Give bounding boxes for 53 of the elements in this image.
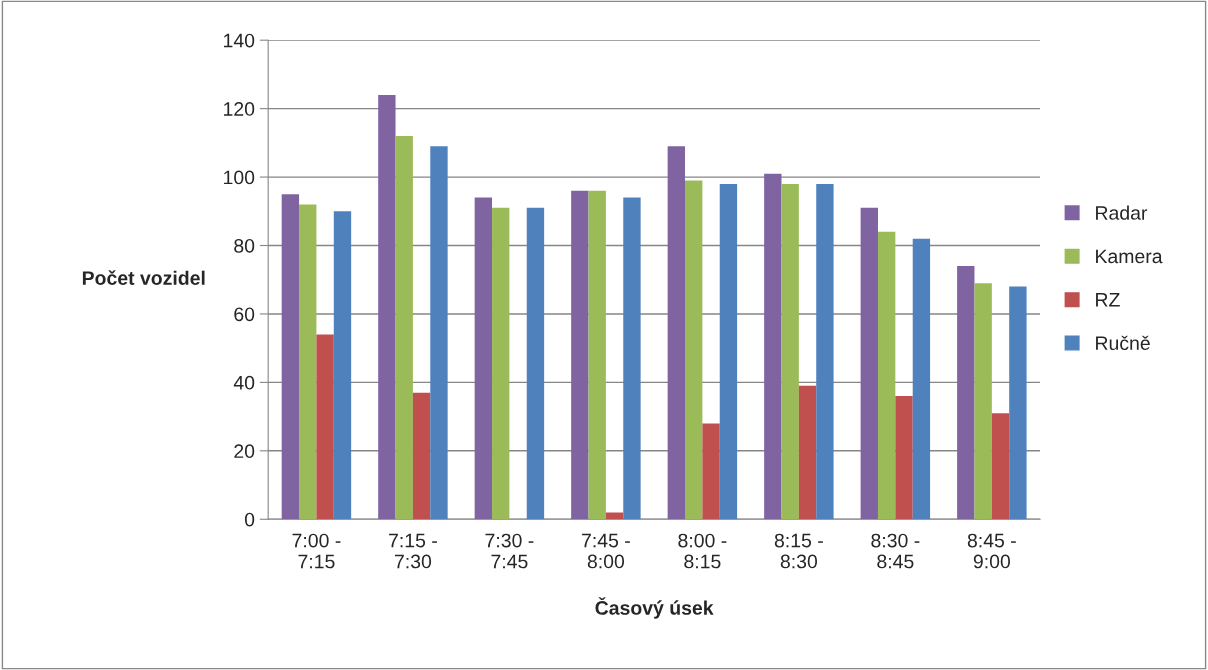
bar: [605, 512, 624, 520]
y-tick-label: 60: [234, 307, 255, 322]
bar: [957, 266, 975, 520]
y-tick-label: 0: [244, 512, 255, 527]
bar: [395, 136, 413, 520]
bar: [974, 283, 992, 520]
bar: [623, 197, 641, 520]
bar: [877, 231, 896, 520]
y-tick-label: 40: [233, 375, 255, 390]
x-tick-label: 7:30 - 7:45: [485, 533, 534, 569]
x-tick-label: 8:15 - 8:30: [774, 533, 823, 569]
bar: [316, 334, 334, 520]
bar: [526, 207, 545, 520]
bar: [816, 183, 834, 520]
y-axis-title: Počet vozidel: [82, 270, 205, 285]
y-tick-label: 140: [224, 33, 255, 48]
x-tick-label: 8:45 - 9:00: [967, 533, 1016, 569]
legend-label: Radar: [1096, 205, 1148, 220]
bar: [333, 211, 352, 520]
bar: [667, 146, 686, 520]
bar: [764, 173, 782, 520]
bar: [430, 146, 448, 520]
x-tick-label: 7:00 - 7:15: [292, 533, 341, 569]
x-axis-title: Časový úsek: [595, 597, 714, 619]
bar: [719, 183, 738, 520]
bar: [798, 385, 817, 520]
bar: [281, 194, 300, 520]
legend-label: Kamera: [1096, 249, 1163, 264]
bar: [588, 190, 606, 520]
bar: [1009, 286, 1027, 520]
bar: [299, 204, 317, 520]
bar: [912, 238, 931, 520]
bar: [412, 392, 431, 520]
bar: [895, 396, 913, 520]
x-tick-label: 8:30 - 8:45: [871, 533, 920, 569]
legend-label: RZ: [1096, 293, 1120, 307]
bar: [860, 207, 878, 520]
bar: [474, 197, 493, 520]
bar: [571, 190, 589, 520]
bar: [702, 423, 720, 520]
legend-label: Ručně: [1096, 335, 1150, 351]
y-tick-label: 120: [224, 102, 255, 116]
y-tick-label: 80: [234, 238, 255, 253]
bar: [991, 413, 1010, 520]
x-tick-label: 8:00 - 8:15: [678, 533, 727, 569]
bar: [378, 94, 396, 520]
x-tick-label: 7:15 - 7:30: [389, 533, 437, 569]
bar: [492, 207, 510, 520]
bar: [781, 183, 799, 520]
y-tick-label: 100: [224, 170, 255, 185]
y-tick-label: 20: [234, 444, 255, 459]
x-tick-label: 7:45 - 8:00: [582, 533, 630, 569]
bar: [685, 180, 703, 520]
